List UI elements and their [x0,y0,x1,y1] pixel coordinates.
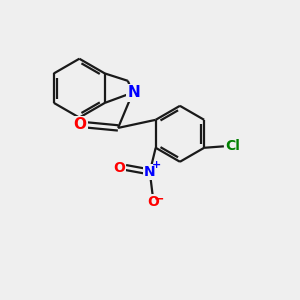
Text: −: − [154,193,164,206]
Text: Cl: Cl [225,139,240,153]
Text: N: N [144,165,156,179]
Text: O: O [73,118,86,133]
Text: O: O [147,195,159,209]
Text: N: N [128,85,140,100]
Text: +: + [152,160,161,170]
Text: O: O [113,160,125,175]
